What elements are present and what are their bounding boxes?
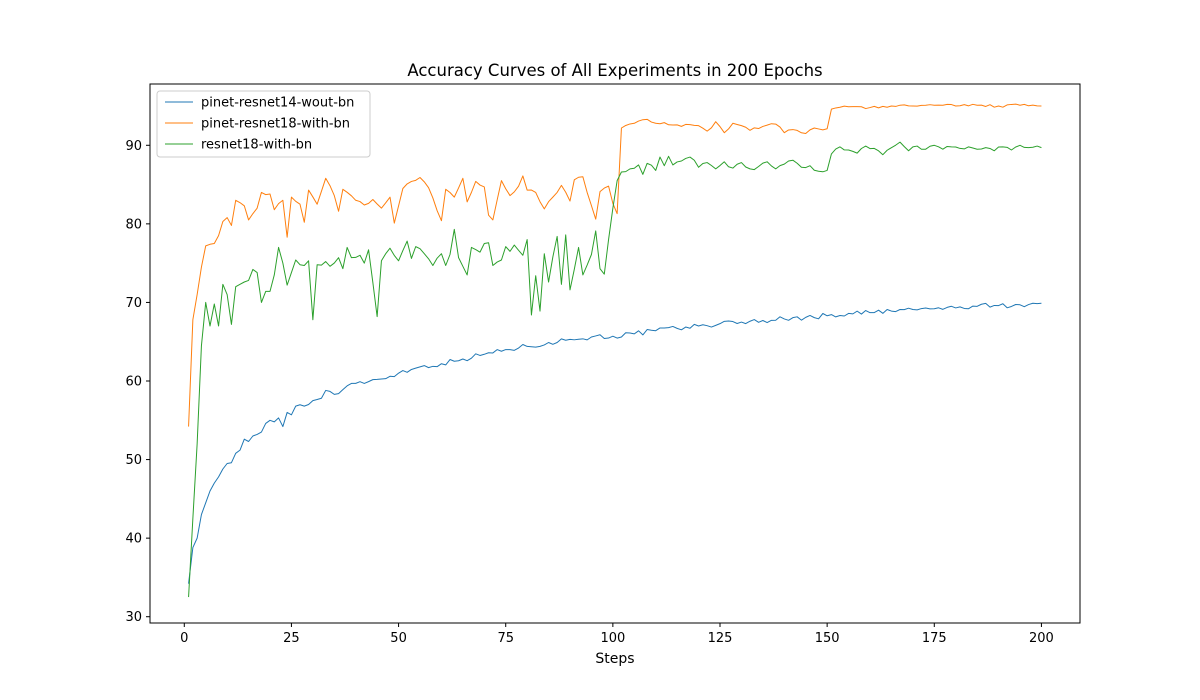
series-line-resnet18-with-bn [188,141,1042,598]
series-line-pinet-resnet14-wout-bn [188,302,1042,584]
x-tick-label: 50 [390,631,407,646]
x-tick-label: 200 [1029,631,1054,646]
legend-label: pinet-resnet18-with-bn [201,117,350,132]
x-tick-label: 100 [600,631,625,646]
chart-title: Accuracy Curves of All Experiments in 20… [407,61,822,80]
series-line-pinet-resnet18-with-bn [188,103,1042,427]
x-tick-label: 25 [283,631,300,646]
y-tick-label: 70 [125,296,142,311]
plot-frame [149,83,1081,624]
x-tick-label: 125 [708,631,733,646]
legend-label: resnet18-with-bn [201,138,312,153]
y-tick-label: 60 [125,375,142,390]
y-tick-label: 50 [125,453,142,468]
x-tick-label: 175 [922,631,947,646]
x-tick-label: 75 [497,631,514,646]
y-tick-label: 30 [125,610,142,625]
x-tick-label: 150 [815,631,840,646]
x-tick-label: 0 [180,631,188,646]
x-axis-ticks: 0 25 50 75 100 125 150 175 200 [180,623,1054,646]
y-tick-label: 80 [125,217,142,232]
y-tick-label: 40 [125,532,142,547]
series-layer [188,103,1042,598]
legend-box [156,90,371,158]
y-tick-label: 90 [125,139,142,154]
legend-label: pinet-resnet14-wout-bn [201,96,354,111]
legend: pinet-resnet14-wout-bn pinet-resnet18-wit… [156,90,371,158]
y-axis-ticks: 30 40 50 60 70 80 90 [125,139,150,625]
x-axis-label: Steps [595,651,634,667]
